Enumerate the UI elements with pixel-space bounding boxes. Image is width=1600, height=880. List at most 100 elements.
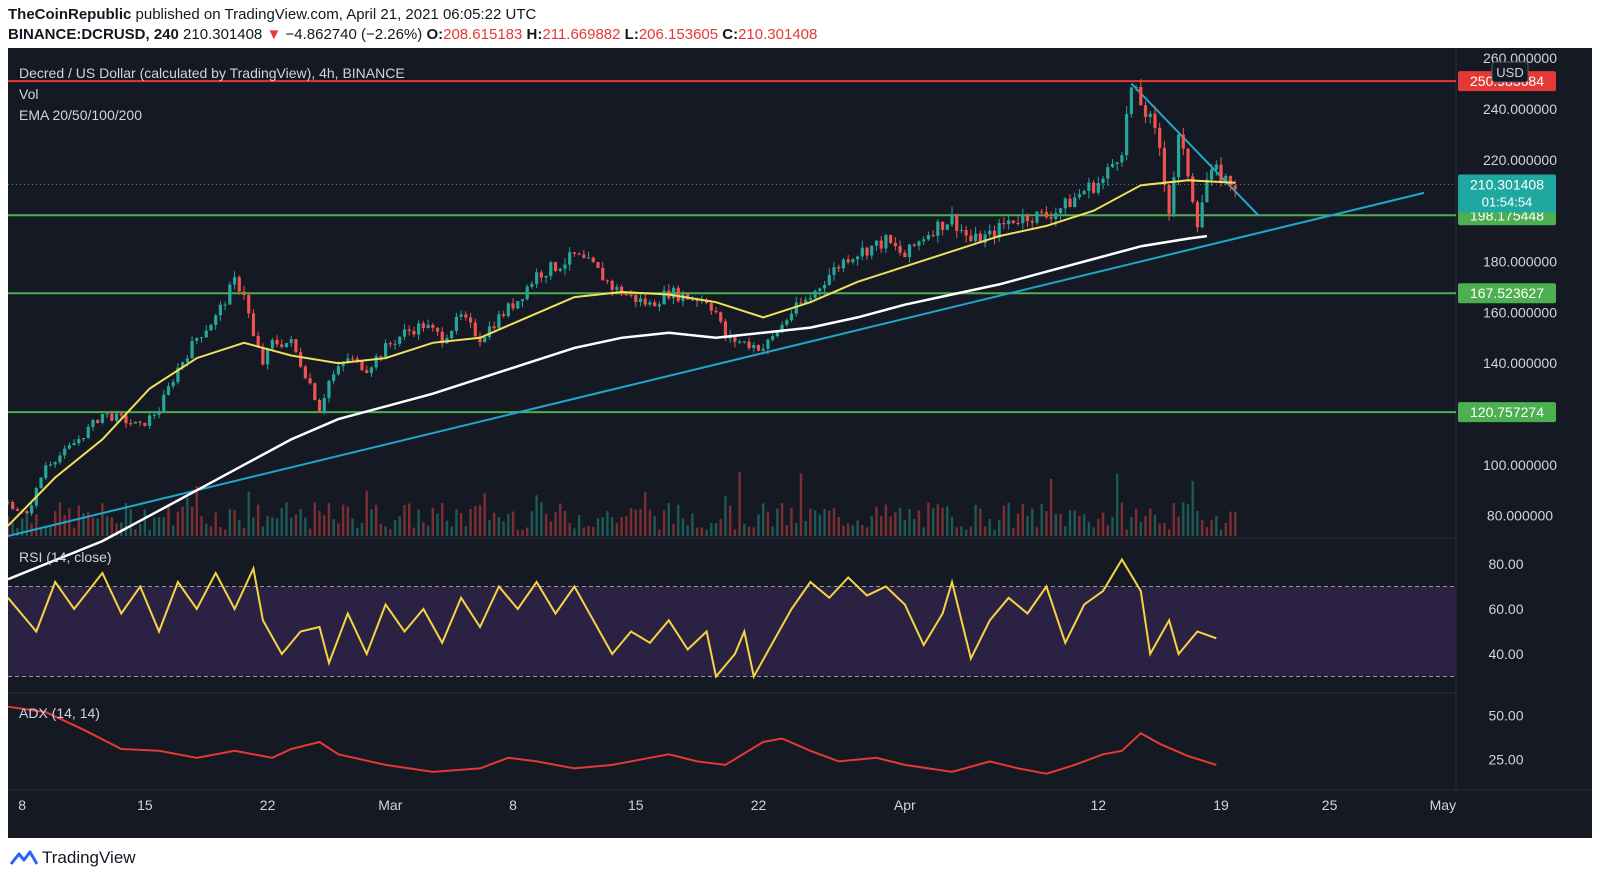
currency-badge[interactable] — [1491, 61, 1529, 83]
volume-bar — [1021, 504, 1024, 536]
candle-body — [81, 437, 86, 440]
volume-bar — [459, 512, 463, 536]
candle-body — [1172, 177, 1176, 214]
volume-bar — [648, 509, 652, 536]
volume-bar — [417, 509, 420, 536]
volume-bar — [743, 523, 746, 536]
price-tick-label: 180.000000 — [1483, 254, 1557, 270]
candle-body — [577, 253, 581, 255]
candle-body — [280, 344, 284, 347]
volume-bar — [1167, 529, 1171, 536]
volume-bar — [49, 524, 52, 536]
candle-body — [435, 327, 440, 332]
candle-body — [615, 286, 619, 290]
volume-bar — [889, 516, 892, 536]
candle-body — [261, 347, 265, 365]
candle-body — [761, 348, 765, 351]
volume-bar — [757, 514, 760, 536]
candle-body — [1143, 105, 1148, 117]
volume-bar — [148, 529, 151, 536]
candle-body — [67, 445, 71, 449]
candle-body — [190, 340, 194, 359]
volume-bar — [450, 526, 453, 536]
candle-body — [851, 259, 855, 263]
volume-bar — [138, 523, 142, 536]
grid — [8, 48, 1592, 791]
candle-body — [997, 223, 1001, 238]
volume-bar — [313, 502, 316, 536]
adx-pane — [7, 705, 1217, 775]
candle-body — [53, 462, 57, 465]
chart-area[interactable]: 260.000000 240.000000 220.000000 180.000000… — [6, 48, 1592, 838]
volume-bar — [865, 527, 869, 536]
volume-bar — [1016, 513, 1020, 536]
high-label: H: — [526, 26, 543, 43]
candle-body — [988, 230, 992, 235]
footer: TradingView — [0, 838, 1600, 880]
chart-title: Decred / US Dollar (calculated by Tradin… — [19, 65, 405, 81]
candle-body — [841, 259, 846, 269]
volume-bar — [653, 516, 656, 536]
tradingview-brand[interactable]: TradingView — [42, 848, 136, 867]
volume-bar — [209, 526, 213, 536]
volume-bar — [337, 523, 340, 536]
volume-bar — [1210, 520, 1213, 536]
volume-bar — [200, 516, 203, 536]
time-tick-label: 25 — [1322, 797, 1338, 813]
rsi-tick-label: 40.00 — [1488, 646, 1523, 662]
candle-body — [1120, 155, 1124, 163]
volume-bar — [752, 527, 755, 536]
volume-bar — [341, 504, 345, 536]
candle-body — [63, 448, 67, 456]
volume-bar — [195, 486, 198, 536]
candle-body — [657, 304, 661, 307]
volume-bar — [124, 502, 128, 536]
volume-bar — [474, 505, 477, 536]
volume-bar — [898, 507, 902, 536]
candle-body — [1158, 127, 1162, 148]
candle-body — [1214, 164, 1218, 170]
candle-body — [903, 252, 907, 258]
volume-bar — [766, 511, 770, 536]
candle-body — [1115, 162, 1119, 164]
volume-bar — [988, 518, 991, 536]
volume-bar — [728, 505, 732, 536]
price-tick-label: 240.000000 — [1483, 101, 1557, 117]
trendline — [1130, 82, 1260, 217]
volume-bar — [1191, 481, 1194, 536]
volume-bar — [219, 526, 222, 536]
volume-bar — [615, 522, 619, 536]
volume-bar — [436, 513, 439, 536]
chart-svg[interactable]: 260.000000240.000000220.000000180.000000… — [6, 48, 1592, 838]
volume-bar — [1163, 522, 1166, 536]
candle-body — [974, 233, 978, 242]
volume-bar — [1196, 510, 1199, 536]
volume-bar — [44, 526, 47, 536]
volume-bar — [686, 525, 689, 536]
candle-body — [1148, 113, 1152, 117]
candle-body — [634, 294, 638, 302]
candle-body — [91, 420, 95, 427]
candle-body — [780, 324, 784, 333]
candle-body — [766, 339, 770, 349]
volume-bar — [105, 516, 109, 536]
volume-bar — [271, 517, 274, 536]
volume-bar — [870, 515, 873, 536]
volume-bar — [625, 516, 628, 536]
adx-legend: ADX (14, 14) — [19, 705, 100, 721]
volume-bar — [1205, 527, 1209, 536]
rsi-line — [7, 557, 1217, 680]
adx-line — [7, 705, 1217, 775]
candle-body — [992, 230, 997, 238]
candle-body — [535, 272, 539, 284]
candle-body — [218, 304, 222, 316]
time-tick-label: 22 — [751, 797, 767, 813]
publisher-name[interactable]: TheCoinRepublic — [8, 6, 132, 23]
candle-body — [955, 214, 959, 231]
candle-body — [808, 297, 812, 300]
volume-bar — [568, 523, 571, 536]
time-tick-label: Mar — [378, 797, 402, 813]
volume-bar — [573, 528, 576, 536]
candle-body — [832, 267, 836, 275]
candle-body — [1016, 223, 1020, 225]
